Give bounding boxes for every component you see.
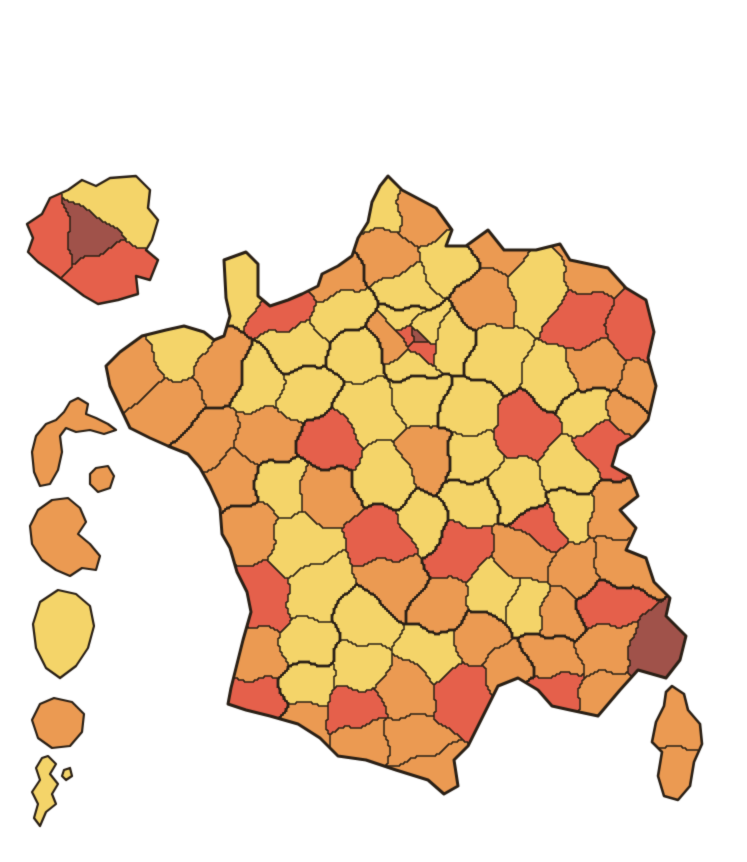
medical-density-map-screen: Densité pour 100 000 habitants - Ensembl…	[0, 0, 747, 862]
france-choropleth-canvas	[0, 0, 747, 862]
